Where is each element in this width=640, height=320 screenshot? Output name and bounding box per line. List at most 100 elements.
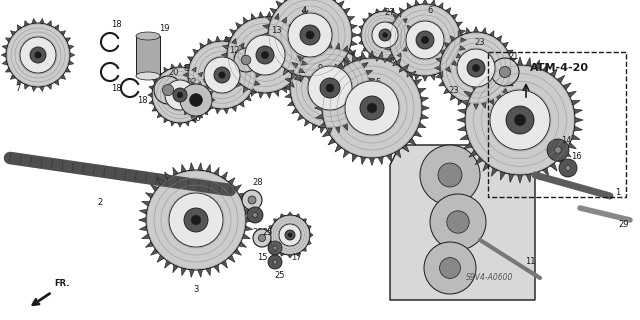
Polygon shape	[177, 98, 180, 102]
Polygon shape	[314, 105, 322, 111]
Polygon shape	[543, 168, 548, 176]
Polygon shape	[178, 123, 182, 127]
Polygon shape	[502, 42, 508, 47]
Polygon shape	[214, 167, 219, 175]
Polygon shape	[335, 145, 342, 152]
Polygon shape	[316, 76, 321, 82]
Polygon shape	[458, 99, 463, 105]
Polygon shape	[312, 124, 317, 131]
Polygon shape	[173, 167, 178, 175]
Polygon shape	[164, 172, 171, 180]
Polygon shape	[458, 109, 466, 114]
Polygon shape	[228, 178, 235, 185]
Circle shape	[188, 41, 256, 109]
Polygon shape	[262, 33, 268, 37]
Polygon shape	[320, 127, 324, 133]
Circle shape	[306, 31, 314, 39]
Polygon shape	[338, 63, 344, 69]
Polygon shape	[152, 107, 157, 111]
Polygon shape	[328, 71, 335, 78]
Circle shape	[169, 193, 223, 247]
Polygon shape	[283, 0, 289, 2]
Polygon shape	[436, 58, 442, 62]
Circle shape	[389, 4, 461, 76]
Polygon shape	[422, 105, 429, 111]
Polygon shape	[359, 40, 363, 44]
Polygon shape	[452, 14, 458, 20]
Polygon shape	[32, 19, 36, 24]
Polygon shape	[399, 8, 404, 13]
Polygon shape	[294, 76, 300, 81]
Polygon shape	[388, 22, 394, 27]
Text: 19: 19	[159, 23, 169, 33]
Polygon shape	[420, 114, 429, 119]
Polygon shape	[366, 101, 372, 106]
Polygon shape	[466, 102, 470, 108]
Polygon shape	[204, 85, 208, 89]
Circle shape	[214, 67, 230, 83]
Polygon shape	[296, 252, 300, 256]
Circle shape	[242, 190, 262, 210]
Polygon shape	[145, 242, 153, 247]
Polygon shape	[267, 12, 271, 18]
Polygon shape	[276, 1, 282, 7]
Circle shape	[438, 163, 462, 187]
Polygon shape	[407, 3, 412, 9]
Polygon shape	[457, 117, 465, 123]
Polygon shape	[189, 269, 195, 277]
Polygon shape	[568, 143, 577, 149]
Polygon shape	[397, 53, 401, 57]
Polygon shape	[10, 75, 15, 79]
Polygon shape	[352, 33, 358, 37]
Polygon shape	[387, 54, 392, 62]
Circle shape	[163, 84, 173, 96]
Polygon shape	[322, 131, 330, 137]
Polygon shape	[178, 63, 182, 67]
Circle shape	[467, 59, 485, 77]
Polygon shape	[47, 20, 51, 26]
Polygon shape	[270, 8, 276, 14]
Polygon shape	[302, 247, 307, 251]
Ellipse shape	[136, 32, 160, 40]
Polygon shape	[420, 97, 429, 102]
Polygon shape	[322, 79, 330, 85]
Polygon shape	[343, 45, 348, 52]
Polygon shape	[512, 66, 517, 70]
Polygon shape	[517, 57, 523, 65]
Polygon shape	[460, 100, 468, 106]
Circle shape	[154, 76, 182, 104]
Polygon shape	[222, 60, 228, 65]
Polygon shape	[287, 255, 292, 258]
Polygon shape	[230, 29, 236, 35]
Text: 25: 25	[263, 228, 273, 236]
Polygon shape	[243, 234, 250, 239]
Circle shape	[308, 66, 352, 110]
Polygon shape	[359, 26, 363, 30]
Polygon shape	[402, 64, 409, 71]
Polygon shape	[308, 77, 312, 83]
Polygon shape	[469, 150, 477, 157]
Polygon shape	[280, 214, 285, 218]
Polygon shape	[65, 38, 70, 42]
Polygon shape	[246, 96, 252, 101]
Polygon shape	[438, 50, 445, 55]
Circle shape	[367, 103, 377, 113]
Polygon shape	[245, 226, 253, 231]
Polygon shape	[469, 83, 477, 90]
Circle shape	[189, 93, 202, 107]
Text: 16: 16	[571, 151, 581, 161]
Polygon shape	[183, 73, 188, 77]
Circle shape	[424, 242, 476, 294]
Polygon shape	[316, 97, 323, 102]
Circle shape	[361, 11, 409, 59]
Polygon shape	[450, 36, 456, 41]
Polygon shape	[206, 86, 211, 90]
Polygon shape	[251, 89, 257, 93]
Polygon shape	[399, 67, 404, 72]
Polygon shape	[212, 98, 215, 102]
Polygon shape	[141, 201, 150, 206]
Polygon shape	[206, 100, 211, 104]
Polygon shape	[543, 64, 548, 72]
Text: 1: 1	[615, 188, 620, 196]
Circle shape	[457, 49, 495, 87]
